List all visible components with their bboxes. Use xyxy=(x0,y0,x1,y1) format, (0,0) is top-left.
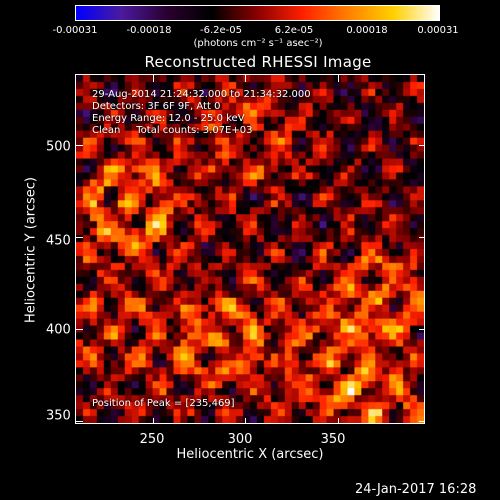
plot-title: Reconstructed RHESSI Image xyxy=(144,53,372,71)
info-peak-position: Position of Peak = [235,469] xyxy=(92,398,235,409)
x-tick-label: 350 xyxy=(320,432,346,447)
heatmap-image xyxy=(76,75,424,423)
y-tick-label: 400 xyxy=(46,322,71,338)
x-axis-tick xyxy=(153,418,155,423)
colorbar-tick-label: 0.00031 xyxy=(417,25,459,36)
y-axis-tick xyxy=(419,237,424,239)
y-axis-tick xyxy=(76,145,83,146)
x-axis-tick xyxy=(337,418,339,423)
y-axis-tick xyxy=(419,421,424,423)
date-stamp: 24-Jan-2017 16:28 xyxy=(355,482,477,497)
x-axis-tick xyxy=(337,75,339,82)
colorbar-units: (photons cm⁻² s⁻¹ asec⁻²) xyxy=(193,38,323,49)
x-tick-label: 300 xyxy=(227,432,253,447)
x-axis-tick xyxy=(245,75,247,82)
x-axis-tick xyxy=(153,75,155,82)
info-time-range: 29-Aug-2014 21:24:32.000 to 21:34:32.000 xyxy=(92,89,311,100)
y-tick-label: 450 xyxy=(46,233,71,249)
info-energy-range: Energy Range: 12.0 - 25.0 keV xyxy=(92,113,245,124)
x-tick-label: 250 xyxy=(139,432,165,447)
y-tick-label: 500 xyxy=(46,139,71,155)
y-axis-tick xyxy=(76,237,83,239)
colorbar-tick-label: 0.00018 xyxy=(346,25,388,36)
colorbar-tick-label: -6.2e-05 xyxy=(200,25,242,36)
y-axis-tick xyxy=(76,421,83,423)
plot-area xyxy=(75,74,425,424)
y-tick-label: 350 xyxy=(46,408,71,424)
y-axis-label: Heliocentric Y (arcsec) xyxy=(23,177,39,323)
colorbar-tick-label: -0.00018 xyxy=(126,25,172,36)
y-axis-tick xyxy=(76,329,83,331)
colorbar xyxy=(75,5,440,21)
info-total-counts: Clean Total counts: 3.07E+03 xyxy=(92,125,253,136)
x-axis-label: Heliocentric X (arcsec) xyxy=(176,447,324,462)
colorbar-tick-label: -0.00031 xyxy=(52,25,98,36)
y-axis-tick xyxy=(419,329,424,331)
colorbar-tick-label: 6.2e-05 xyxy=(274,25,314,36)
x-axis-tick xyxy=(245,418,247,423)
info-detectors: Detectors: 3F 6F 9F, Att 0 xyxy=(92,101,221,112)
y-axis-tick xyxy=(419,145,424,146)
